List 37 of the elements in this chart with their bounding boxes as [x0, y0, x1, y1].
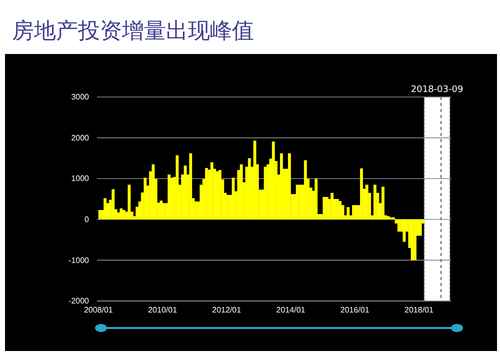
bar	[418, 219, 422, 236]
bar	[189, 153, 192, 220]
bar	[112, 189, 115, 220]
bar	[168, 174, 171, 220]
bar	[346, 207, 350, 220]
bar	[414, 219, 416, 260]
bar	[322, 196, 326, 220]
bar	[360, 168, 363, 220]
bar	[144, 178, 147, 220]
x-tick-label: 2016/01	[340, 306, 370, 315]
bar	[382, 186, 384, 220]
y-tick-label: -2000	[68, 296, 90, 306]
bar	[386, 216, 390, 220]
y-tick-label: 2000	[71, 133, 90, 142]
chart-title: 房地产投资增量出现峰值	[12, 19, 254, 44]
x-tick-label: 2014/01	[276, 306, 306, 315]
bar	[304, 160, 307, 220]
bar	[373, 184, 376, 220]
x-tick-label: 2012/01	[212, 306, 242, 315]
x-tick-label: 2008/01	[84, 306, 114, 315]
bar	[104, 198, 107, 220]
bar	[352, 205, 355, 220]
y-tick-label: 3000	[71, 92, 90, 102]
bar	[240, 164, 243, 220]
y-tick-label: 0	[84, 214, 90, 224]
y-tick-label: -1000	[68, 256, 90, 265]
bar	[338, 201, 342, 220]
bar	[314, 178, 318, 220]
x-tick-label: 2018/01	[404, 306, 434, 315]
bar	[341, 205, 344, 220]
x-tick-label: 2010/01	[148, 306, 178, 315]
bar	[176, 155, 179, 220]
y-tick-label: 1000	[71, 174, 90, 184]
bar	[288, 153, 291, 220]
band-label: 2018-03-09	[410, 85, 464, 95]
bar	[128, 184, 131, 220]
bar	[280, 153, 283, 220]
